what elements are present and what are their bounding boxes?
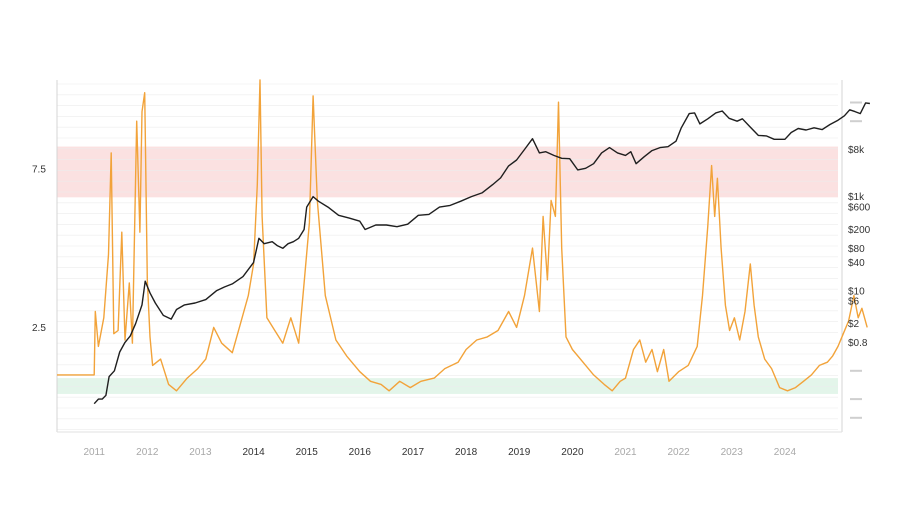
band-lower: [57, 378, 838, 394]
y-right-tick-label: $6: [848, 297, 860, 308]
chart-axes: [56, 80, 843, 433]
band-upper: [57, 146, 838, 198]
y-left-tick-label: 7.5: [32, 164, 46, 175]
y-right-tick-label: $2: [848, 319, 860, 330]
x-tick-label: 2012: [136, 447, 159, 458]
series-line-price: [93, 102, 870, 405]
y-right-tick-label: $80: [848, 244, 865, 255]
x-tick-label: 2021: [614, 447, 637, 458]
y-right-tick-label: $10: [848, 286, 865, 297]
x-tick-label: 2015: [296, 447, 319, 458]
tick-labels: 7.5 2.5 $8k $1k$600 $200 $80 $40 $10$6 $2 $0.8 201…: [32, 101, 871, 458]
y-right-tick-label: $40: [848, 258, 865, 269]
y-right-tick-label: $0.8: [848, 338, 868, 349]
y-right-tick-label: $600: [848, 203, 871, 214]
x-tick-label: 2020: [561, 447, 584, 458]
y-left-tick-label: 2.5: [32, 323, 46, 334]
x-tick-label: 2022: [667, 447, 690, 458]
x-tick-label: 2019: [508, 447, 531, 458]
x-tick-label: 2013: [189, 447, 212, 458]
y-right-tick-label: $200: [848, 225, 871, 236]
x-tick-label: 2011: [83, 447, 105, 458]
y-right-tick-label: $1k: [848, 192, 865, 203]
series-line-oscillator: [57, 79, 868, 392]
x-tick-label: 2023: [721, 447, 744, 458]
x-tick-label: 2016: [349, 447, 372, 458]
threshold-bands: [57, 146, 838, 394]
series-lines: [57, 79, 870, 405]
x-tick-label: 2018: [455, 447, 478, 458]
x-tick-label: 2017: [402, 447, 425, 458]
x-tick-label: 2014: [242, 447, 265, 458]
gridlines: [57, 83, 838, 430]
x-tick-label: 2024: [774, 447, 797, 458]
y-right-tick-label: $8k: [848, 145, 865, 156]
